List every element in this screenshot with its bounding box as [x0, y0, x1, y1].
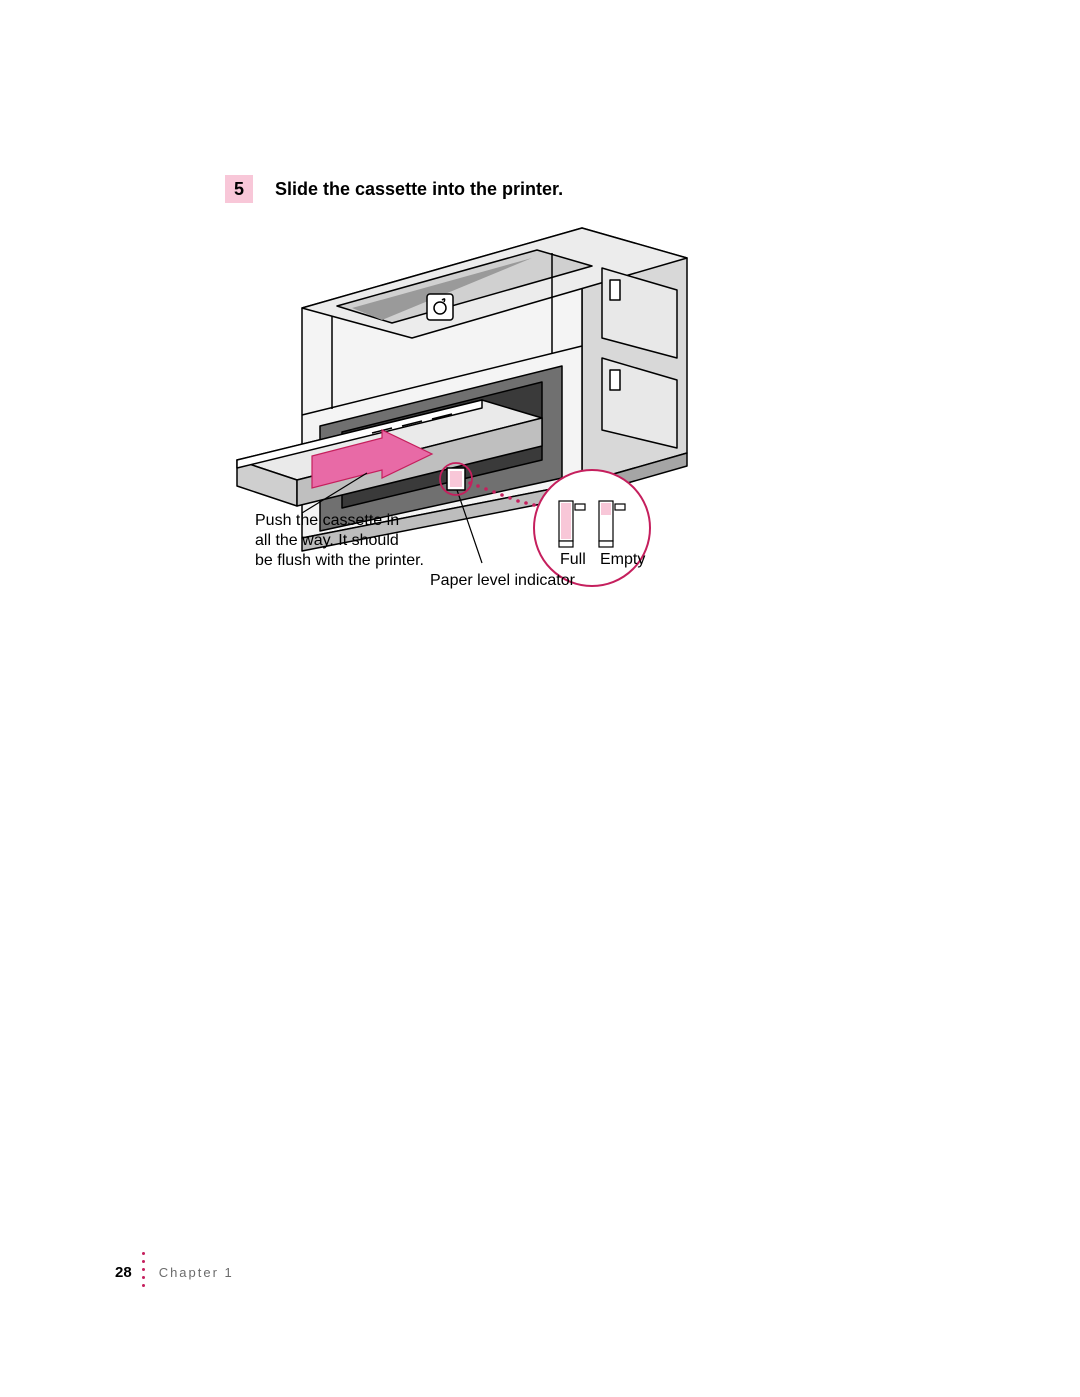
page-number: 28 [115, 1264, 132, 1281]
page-footer: 28 Chapter 1 [115, 1252, 234, 1292]
step-number-badge: 5 [225, 175, 253, 203]
step-heading: 5 Slide the cassette into the printer. [225, 175, 563, 203]
step-number: 5 [234, 179, 244, 200]
label-full: Full [560, 551, 586, 569]
callout-push-line1: Push the cassette in [255, 511, 424, 531]
callout-push-cassette: Push the cassette in all the way. It sho… [255, 511, 424, 571]
footer-dots-icon [142, 1249, 145, 1289]
label-empty: Empty [600, 551, 645, 569]
callout-paper-level-indicator: Paper level indicator [430, 572, 575, 590]
manual-page: 5 Slide the cassette into the printer. [0, 0, 1080, 1397]
callout-push-line3: be flush with the printer. [255, 551, 424, 571]
step-title: Slide the cassette into the printer. [275, 179, 563, 200]
callout-push-line2: all the way. It should [255, 531, 424, 551]
chapter-label: Chapter 1 [159, 1265, 234, 1280]
